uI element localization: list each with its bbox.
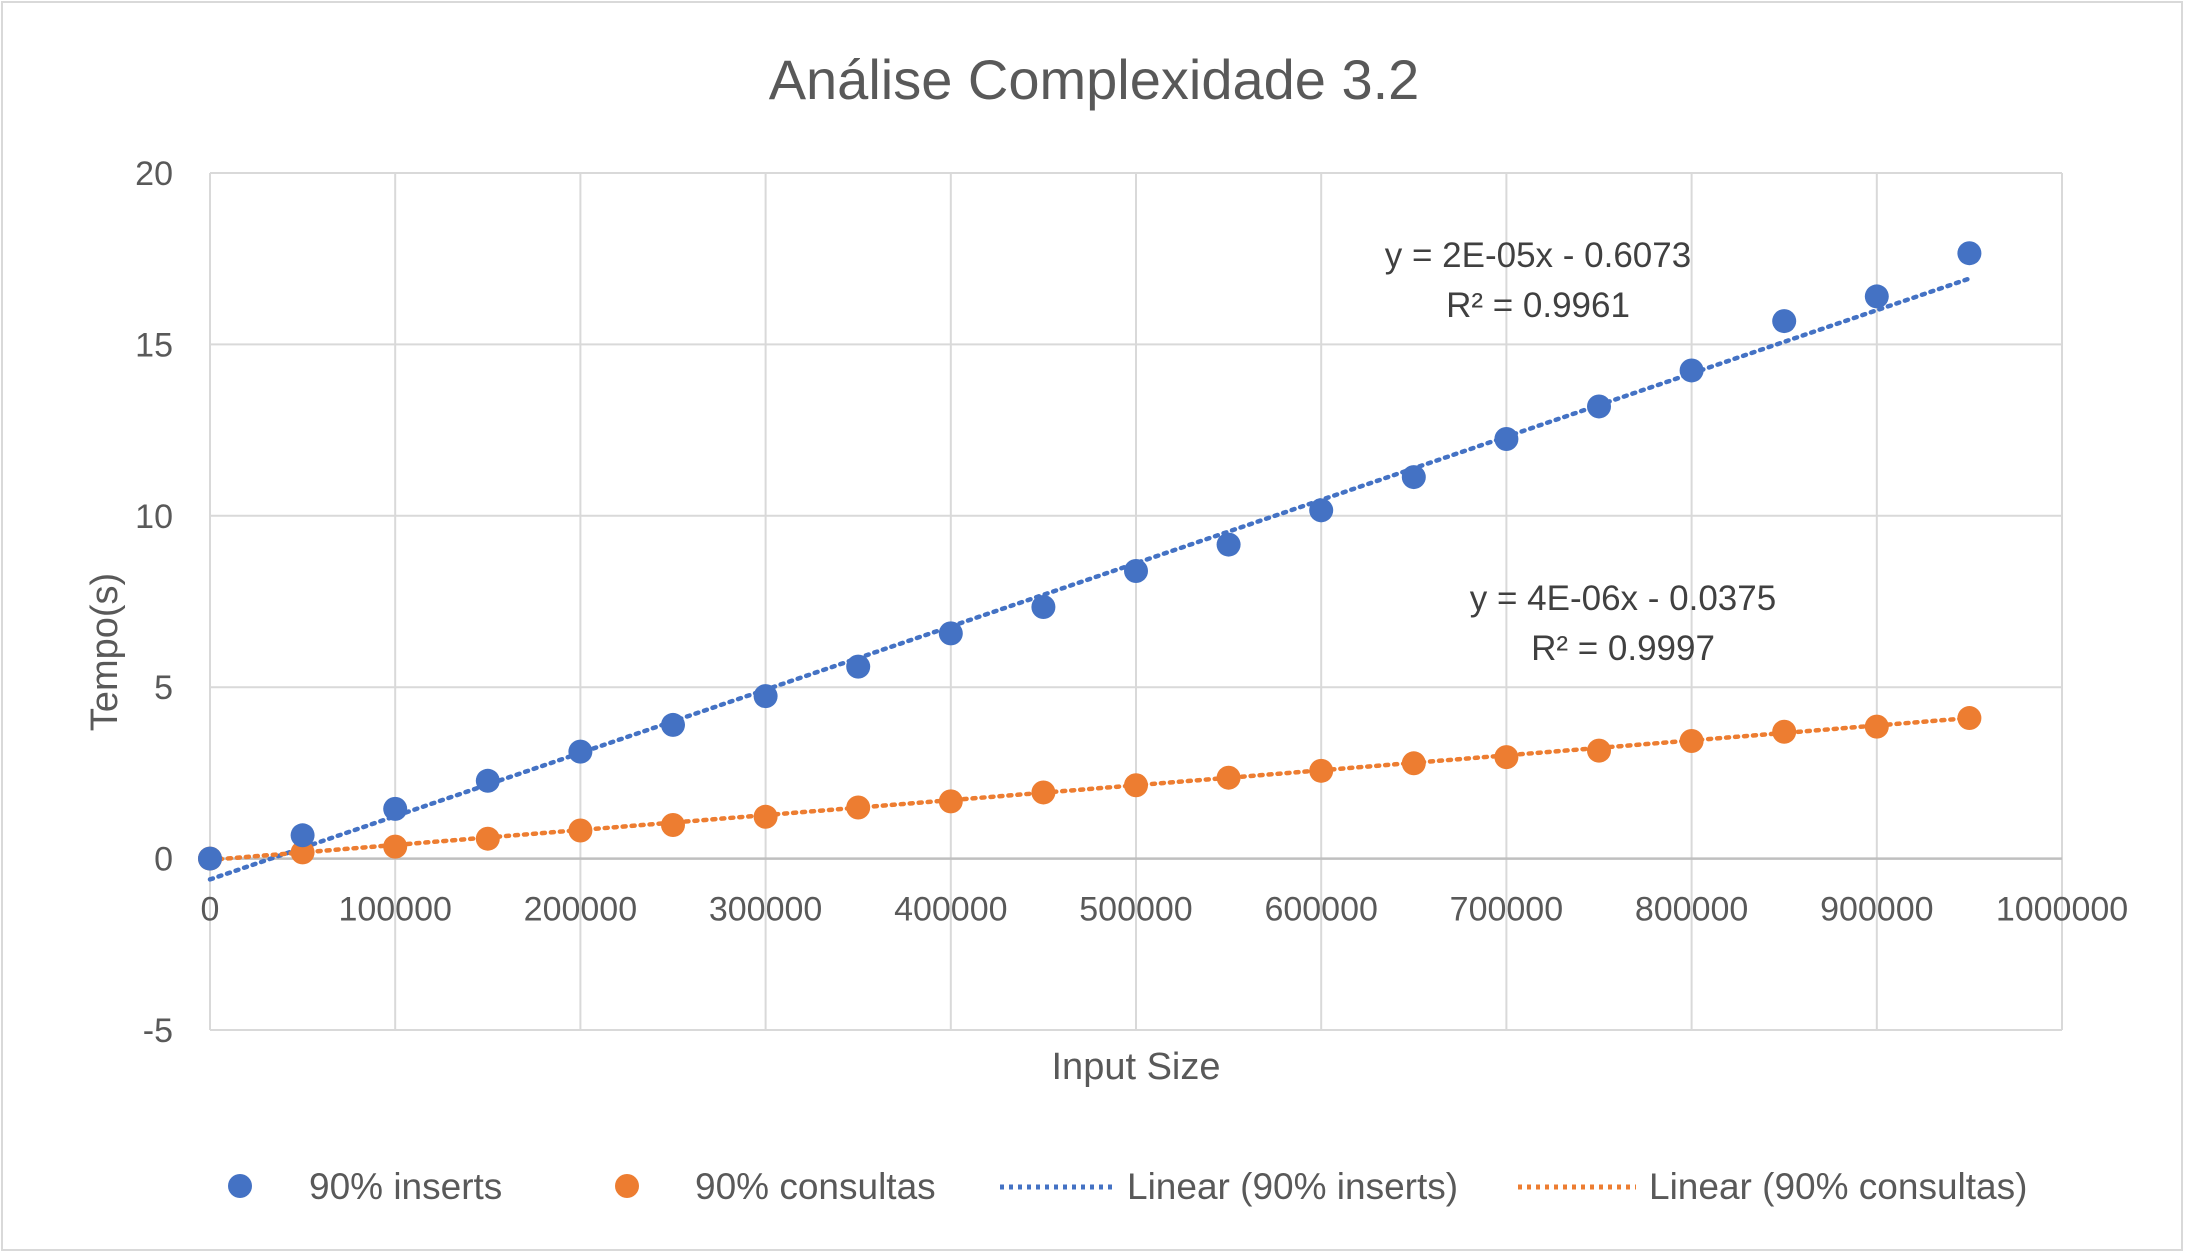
legend-label-trend-inserts: Linear (90% inserts) (1127, 1166, 1458, 1207)
data-point-consultas (1864, 714, 1889, 739)
x-tick-label: 500000 (1079, 891, 1192, 929)
data-point-consultas (1772, 719, 1797, 744)
grid (209, 172, 2063, 1031)
y-tick-label: 5 (154, 669, 173, 707)
data-point-consultas (1124, 773, 1148, 798)
data-point-inserts (1772, 309, 1797, 334)
data-point-inserts (1494, 427, 1519, 452)
data-point-inserts (1309, 498, 1334, 523)
data-point-consultas (1309, 758, 1334, 783)
trendlines (207, 276, 1972, 882)
data-point-consultas (1957, 706, 1982, 731)
trendline-r2-consultas: R² = 0.9997 (1531, 629, 1715, 668)
data-point-inserts (1216, 532, 1241, 557)
data-point-consultas (846, 795, 871, 820)
chart-svg: Análise Complexidade 3.2 0 100000 200000 30… (84, 48, 2128, 1207)
legend-marker-inserts (228, 1174, 252, 1198)
data-point-inserts (1031, 594, 1056, 619)
legend-label-trend-consultas: Linear (90% consultas) (1649, 1166, 2027, 1207)
x-tick-label: 700000 (1450, 891, 1563, 929)
trendline-equation-inserts: y = 2E-05x - 0.6073 (1385, 236, 1691, 275)
data-point-consultas (1494, 745, 1519, 770)
trendline-r2-inserts: R² = 0.9961 (1446, 286, 1630, 325)
y-tick-label: 20 (135, 155, 173, 193)
y-tick-label: 0 (154, 841, 173, 879)
data-point-consultas (753, 804, 778, 829)
x-tick-label: 300000 (709, 891, 822, 929)
data-point-inserts (290, 823, 315, 848)
data-point-consultas (1587, 738, 1611, 763)
data-point-consultas (568, 818, 593, 843)
data-point-consultas (1679, 729, 1704, 754)
legend-label-inserts: 90% inserts (309, 1166, 502, 1207)
x-tick-label: 200000 (524, 891, 637, 929)
tick-labels: 0 100000 200000 300000 400000 500000 600000 700… (135, 155, 2128, 1050)
data-point-inserts (383, 796, 408, 821)
data-point-inserts (938, 621, 963, 646)
x-tick-label: 0 (201, 891, 220, 929)
data-point-inserts (568, 739, 593, 764)
data-point-consultas (383, 834, 408, 859)
x-tick-label: 800000 (1635, 891, 1748, 929)
data-point-consultas (661, 813, 685, 838)
data-point-consultas (290, 840, 315, 865)
data-point-consultas (1216, 765, 1241, 790)
data-point-inserts (661, 712, 685, 737)
data-point-inserts (846, 654, 871, 679)
chart-title: Análise Complexidade 3.2 (769, 48, 1420, 111)
data-point-inserts (198, 846, 222, 871)
data-point-consultas (1031, 780, 1056, 805)
trendline-equation-consultas: y = 4E-06x - 0.0375 (1470, 579, 1776, 618)
x-tick-label: 1000000 (1996, 891, 2128, 929)
data-point-inserts (1124, 558, 1148, 583)
data-point-inserts (1957, 241, 1982, 266)
data-point-inserts (1864, 284, 1889, 309)
data-point-consultas (475, 826, 500, 851)
data-point-inserts (1587, 394, 1611, 419)
data-point-consultas (1401, 751, 1426, 776)
x-tick-label: 600000 (1264, 891, 1377, 929)
data-point-consultas (938, 789, 963, 814)
y-tick-label: -5 (143, 1012, 173, 1050)
legend: 90% inserts 90% consultas Linear (90% in… (228, 1166, 2027, 1207)
data-points (198, 241, 1982, 871)
legend-marker-consultas (615, 1174, 639, 1198)
y-tick-label: 10 (135, 498, 173, 536)
data-point-inserts (753, 684, 778, 709)
data-point-inserts (1679, 358, 1704, 383)
trendline-inserts (207, 276, 1972, 882)
trendline-equations: y = 2E-05x - 0.6073 R² = 0.9961 y = 4E-0… (1385, 236, 1776, 668)
x-tick-label: 900000 (1820, 891, 1933, 929)
x-tick-label: 100000 (338, 891, 451, 929)
data-point-inserts (475, 768, 500, 793)
data-point-inserts (1401, 465, 1426, 490)
y-axis-title: Tempo(s) (84, 573, 126, 731)
legend-label-consultas: 90% consultas (695, 1166, 936, 1207)
x-tick-label: 400000 (894, 891, 1007, 929)
y-tick-label: 15 (135, 326, 173, 364)
x-axis-title: Input Size (1052, 1046, 1221, 1088)
trendline-consultas (207, 715, 1972, 863)
